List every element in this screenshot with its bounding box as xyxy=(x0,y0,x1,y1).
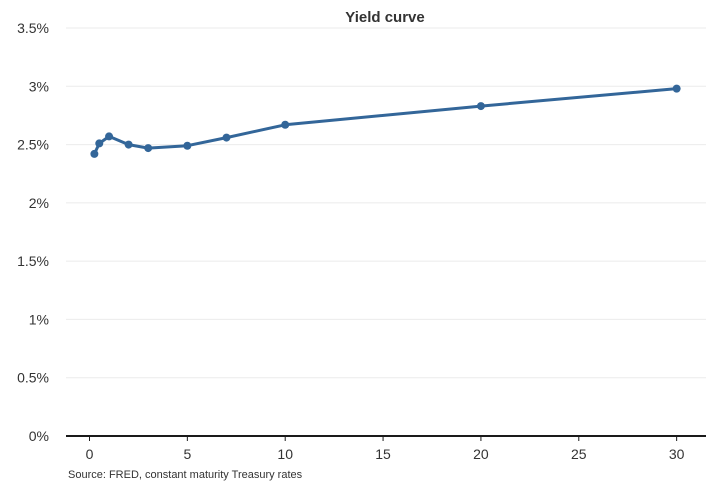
source-note: Source: FRED, constant maturity Treasury… xyxy=(68,469,303,481)
y-tick-label: 2% xyxy=(29,195,49,211)
x-tick-label: 15 xyxy=(375,446,391,462)
x-tick-label: 25 xyxy=(571,446,587,462)
x-tick-label: 30 xyxy=(669,446,685,462)
y-tick-label: 2.5% xyxy=(17,137,49,153)
x-tick-label: 10 xyxy=(277,446,293,462)
data-point xyxy=(144,144,153,153)
data-point xyxy=(90,149,99,158)
x-tick-label: 20 xyxy=(473,446,489,462)
x-axis-tick-labels: 0 5 10 15 20 25 30 xyxy=(86,446,685,462)
series-line xyxy=(92,87,679,156)
data-point xyxy=(672,84,681,93)
data-point xyxy=(124,140,133,149)
data-point xyxy=(222,133,231,142)
data-point xyxy=(281,120,290,129)
data-point xyxy=(105,132,114,141)
gridlines xyxy=(66,27,706,379)
y-axis-tick-labels: 0% 0.5% 1% 1.5% 2% 2.5% 3% 3.5% xyxy=(17,20,49,444)
data-point xyxy=(95,139,104,148)
x-tick-label: 5 xyxy=(183,446,191,462)
y-tick-label: 3.5% xyxy=(17,20,49,36)
x-axis-ticks xyxy=(88,436,678,441)
y-tick-label: 1% xyxy=(29,311,49,327)
y-tick-label: 0.5% xyxy=(17,370,49,386)
y-tick-label: 0% xyxy=(29,428,49,444)
y-tick-label: 3% xyxy=(29,78,49,94)
data-point xyxy=(476,102,485,111)
y-tick-label: 1.5% xyxy=(17,253,49,269)
series-layer xyxy=(90,84,681,158)
x-tick-label: 0 xyxy=(86,446,94,462)
chart-title: Yield curve xyxy=(345,9,424,26)
data-point xyxy=(183,141,192,150)
